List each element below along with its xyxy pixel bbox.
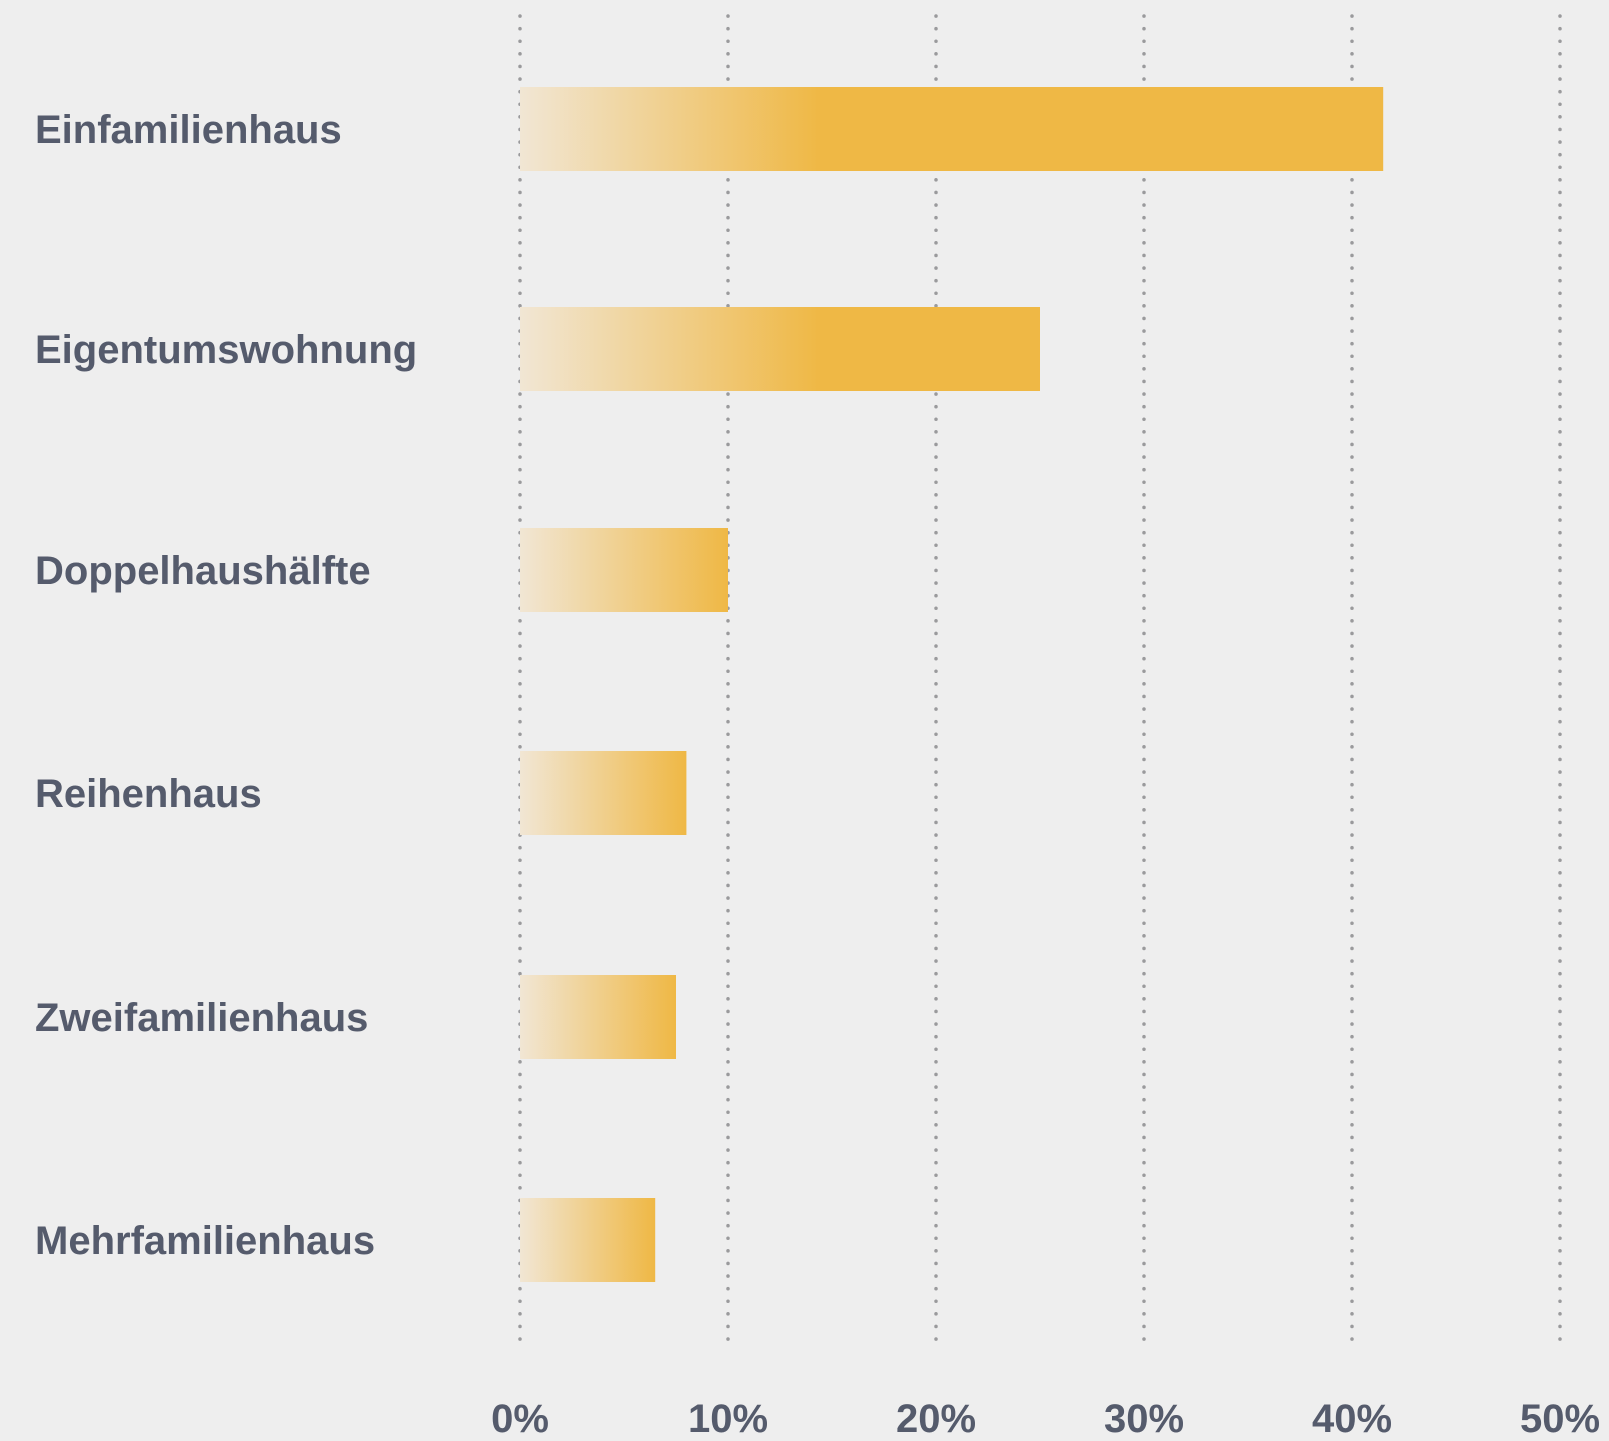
category-label: Einfamilienhaus: [35, 108, 342, 152]
tick-label: 50%: [1520, 1397, 1600, 1441]
category-label: Reihenhaus: [35, 772, 262, 816]
category-label: Zweifamilienhaus: [35, 996, 368, 1040]
bar: [520, 1198, 656, 1282]
grid-lines: [518, 14, 1562, 1352]
bar: [520, 307, 1040, 391]
tick-label: 0%: [491, 1397, 549, 1441]
category-label: Eigentumswohnung: [35, 328, 417, 372]
tick-label: 30%: [1104, 1397, 1184, 1441]
category-labels: Einfamilienhaus Eigentumswohnung Doppelhau…: [35, 108, 417, 1263]
tick-label: 20%: [896, 1397, 976, 1441]
tick-label: 40%: [1312, 1397, 1392, 1441]
bar: [520, 87, 1384, 171]
tick-label: 10%: [688, 1397, 768, 1441]
category-label: Mehrfamilienhaus: [35, 1219, 375, 1263]
bars: [520, 87, 1384, 1282]
category-label: Doppelhaushälfte: [35, 549, 371, 593]
bar: [520, 751, 687, 835]
bar: [520, 975, 676, 1059]
x-axis-tick-labels: 0% 10% 20% 30% 40% 50%: [491, 1397, 1600, 1441]
bar: [520, 528, 728, 612]
